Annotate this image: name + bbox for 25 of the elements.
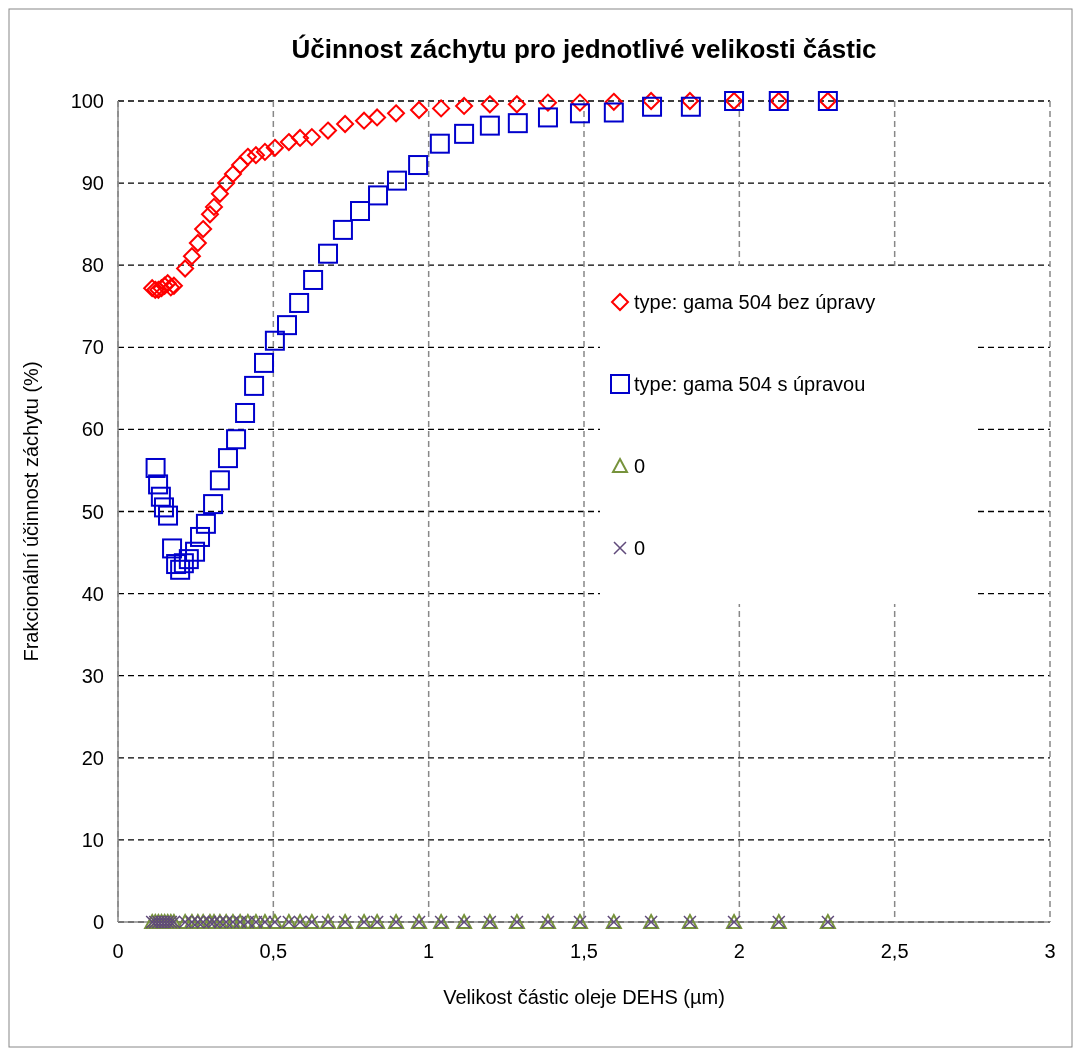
y-tick-label: 30: [81, 664, 104, 687]
y-tick-label: 50: [81, 500, 104, 523]
y-tick-label: 20: [81, 746, 104, 769]
x-tick-label: 2,5: [880, 940, 909, 962]
y-tick-label: 100: [70, 90, 104, 112]
x-tick-label: 1,5: [570, 940, 598, 962]
y-tick-label: 40: [81, 582, 104, 605]
y-tick-label: 0: [92, 911, 104, 933]
y-tick-label: 10: [81, 828, 104, 851]
y-axis-title: Frakcionální účinnost záchytu (%): [20, 361, 42, 662]
x-tick-label: 1: [423, 940, 435, 962]
x-tick-label: 0: [112, 940, 124, 962]
y-tick-label: 60: [81, 418, 104, 441]
chart-title: Účinnost záchytu pro jednotlivé velikosti částic: [291, 34, 877, 64]
y-tick-label: 90: [81, 172, 104, 195]
legend-label: type: gama 504 bez úpravy: [634, 291, 876, 313]
y-tick-label: 80: [81, 254, 104, 277]
legend-label: type: gama 504 s úpravou: [634, 373, 866, 395]
x-axis-title: Velikost částic oleje DEHS (µm): [443, 986, 725, 1008]
legend-label: 0: [634, 455, 646, 477]
legend-label: 0: [634, 537, 646, 559]
x-tick-label: 3: [1044, 940, 1056, 962]
x-tick-label: 2: [733, 940, 745, 962]
y-tick-label: 70: [81, 336, 104, 359]
x-tick-label: 0,5: [259, 940, 288, 962]
